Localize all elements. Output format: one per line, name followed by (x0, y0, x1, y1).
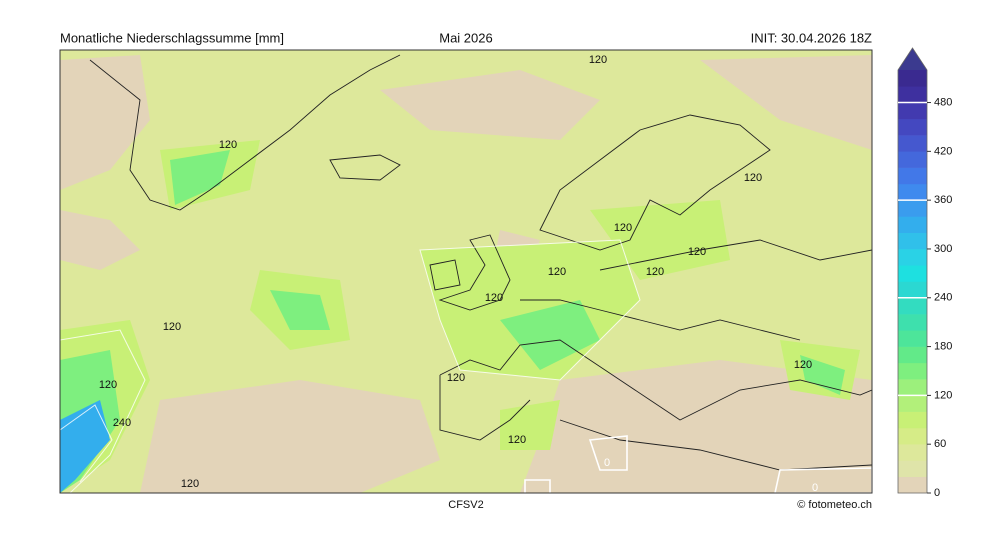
colorbar-bin (898, 248, 927, 266)
colorbar-bin (898, 265, 927, 282)
map-frame (59, 49, 873, 494)
contour-labels: 120 120 120 120 120 120 120 120 120 120 … (99, 54, 818, 494)
contour-lines (60, 239, 641, 493)
colorbar-tick-label: 480 (934, 96, 952, 108)
contour-label: 120 (589, 54, 607, 66)
contour-label: 120 (219, 139, 237, 151)
colorbar-bin (898, 362, 927, 380)
map (60, 50, 872, 493)
colorbar-bin (898, 411, 927, 429)
colorbar-tick-label: 60 (934, 438, 946, 450)
contour-label: 120 (646, 266, 664, 278)
colorbar-tick-label: 0 (934, 487, 940, 499)
colorbar-bin (898, 183, 927, 201)
zero-contours (524, 435, 872, 493)
colorbar-bin (898, 379, 927, 396)
colorbar-bin (898, 314, 927, 331)
contour-label: 0 (812, 482, 818, 494)
colorbar-tick-label: 120 (934, 389, 952, 401)
colorbar-bin (898, 151, 927, 168)
contour-label: 120 (548, 266, 566, 278)
colorbar-bin (898, 86, 927, 103)
colorbar: 0 60 120 180 240 300 360 420 480 (897, 47, 952, 499)
colorbar-bin (898, 476, 927, 494)
colorbar-tick-label: 420 (934, 145, 952, 157)
colorbar-bin (898, 395, 927, 412)
colorbar-extend (898, 48, 927, 70)
colorbar-bin (898, 102, 927, 120)
colorbar-bin (898, 135, 927, 152)
colorbar-tick-label: 180 (934, 340, 952, 352)
very-wet-areas (60, 400, 110, 493)
contour-label: 120 (688, 246, 706, 258)
colorbar-bin (898, 167, 927, 185)
dry-areas (60, 55, 872, 493)
title: Monatliche Niederschlagssumme [mm] (60, 30, 284, 45)
model-name: CFSV2 (448, 499, 483, 511)
colorbar-bin (898, 281, 927, 299)
colorbar-bin (898, 330, 927, 347)
colorbar-bin (898, 444, 927, 461)
coastlines (89, 54, 872, 471)
colorbar-bin (898, 118, 927, 136)
colorbar-bin (898, 297, 927, 315)
contour-label: 120 (614, 222, 632, 234)
contour-label: 120 (508, 434, 526, 446)
contour-label: 120 (181, 478, 199, 490)
init-time: INIT: 30.04.2026 18Z (751, 30, 872, 45)
period: Mai 2026 (439, 30, 492, 45)
contour-label: 240 (113, 417, 131, 429)
colorbar-bin (898, 232, 927, 250)
contour-label: 120 (794, 359, 812, 371)
colorbar-bin (898, 427, 927, 445)
colorbar-bin (898, 216, 927, 233)
colorbar-frame (897, 47, 928, 494)
contour-label: 120 (163, 321, 181, 333)
colorbar-bin (898, 460, 927, 478)
contour-label: 0 (604, 457, 610, 469)
colorbar-bin (898, 70, 927, 87)
contour-label: 120 (744, 172, 762, 184)
colorbar-tick-label: 240 (934, 292, 952, 304)
contour-label: 120 (99, 379, 117, 391)
contour-label: 120 (485, 292, 503, 304)
contour-label: 120 (447, 372, 465, 384)
credit: © fotometeo.ch (797, 499, 872, 511)
colorbar-tick-label: 300 (934, 243, 952, 255)
colorbar-bin (898, 346, 927, 364)
colorbar-bin (898, 200, 927, 217)
colorbar-tick-label: 360 (934, 194, 952, 206)
